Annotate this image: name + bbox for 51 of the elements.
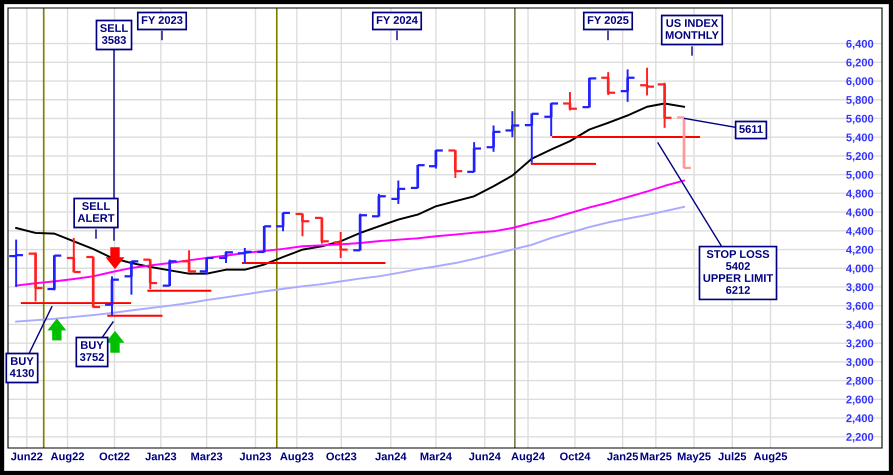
y-tick-label: 4,000	[846, 264, 874, 274]
x-tick-label: Oct24	[560, 452, 590, 460]
x-tick-label: Mar24	[420, 452, 452, 460]
annotation: 5611	[739, 125, 763, 133]
y-tick-label: 2,800	[846, 376, 874, 386]
x-tick-label: Aug23	[280, 452, 314, 463]
x-tick-label: Jun22	[10, 452, 42, 460]
y-tick-label: 4,800	[846, 190, 874, 200]
x-tick-label: May25	[678, 452, 711, 463]
annotation: FY 2024	[376, 16, 418, 24]
annotation: BUY 4130	[10, 357, 34, 377]
y-tick-label: 6,400	[846, 40, 874, 50]
x-tick-label: Aug24	[511, 452, 545, 463]
x-tick-label: Mar25	[640, 452, 672, 460]
y-tick-label: 3,800	[846, 283, 874, 293]
y-tick-label: 5,200	[846, 152, 874, 162]
annotation: SELL 3583	[100, 24, 128, 44]
x-tick-label: Jun24	[468, 452, 501, 460]
x-tick-label: Jan23	[145, 452, 176, 460]
x-tick-label: Jul25	[718, 452, 746, 460]
x-tick-label: Aug25	[754, 452, 788, 463]
line-series	[15, 180, 685, 287]
y-tick-label: 4,400	[846, 227, 874, 237]
y-tick-label: 5,600	[846, 114, 874, 124]
y-tick-label: 6,200	[846, 58, 874, 68]
y-tick-label: 2,200	[846, 433, 874, 443]
x-tick-label: Oct22	[100, 452, 130, 460]
annotation: BUY 3752	[80, 341, 104, 361]
y-tick-label: 3,000	[846, 358, 874, 368]
annotation: FY 2023	[142, 16, 183, 24]
y-tick-label: 5,400	[846, 133, 874, 143]
annotation: STOP LOSS 5402 UPPER LIMIT 6212	[703, 250, 774, 294]
y-tick-label: 6,000	[846, 77, 874, 87]
x-tick-label: Aug22	[50, 452, 84, 463]
y-tick-label: 5,800	[846, 96, 874, 106]
x-tick-label: Jun23	[240, 452, 272, 460]
x-tick-label: Jan25	[607, 452, 638, 460]
text: US INDEX MONTHLY	[666, 19, 719, 39]
y-tick-label: 2,400	[846, 414, 874, 424]
y-tick-label: 4,200	[846, 246, 874, 256]
y-tick-label: 2,600	[846, 396, 874, 406]
x-tick-label: Mar23	[191, 452, 222, 460]
x-tick-label: Oct23	[326, 452, 356, 460]
annotation: SELL ALERT	[78, 202, 114, 222]
annotation: FY 2025	[588, 16, 629, 24]
y-tick-label: 5,000	[846, 170, 874, 180]
y-tick-label: 4,600	[846, 208, 874, 218]
x-tick-label: Jan24	[375, 452, 406, 460]
y-tick-label: 3,600	[846, 302, 874, 312]
y-tick-label: 3,400	[846, 320, 874, 330]
y-tick-label: 3,200	[846, 339, 874, 349]
